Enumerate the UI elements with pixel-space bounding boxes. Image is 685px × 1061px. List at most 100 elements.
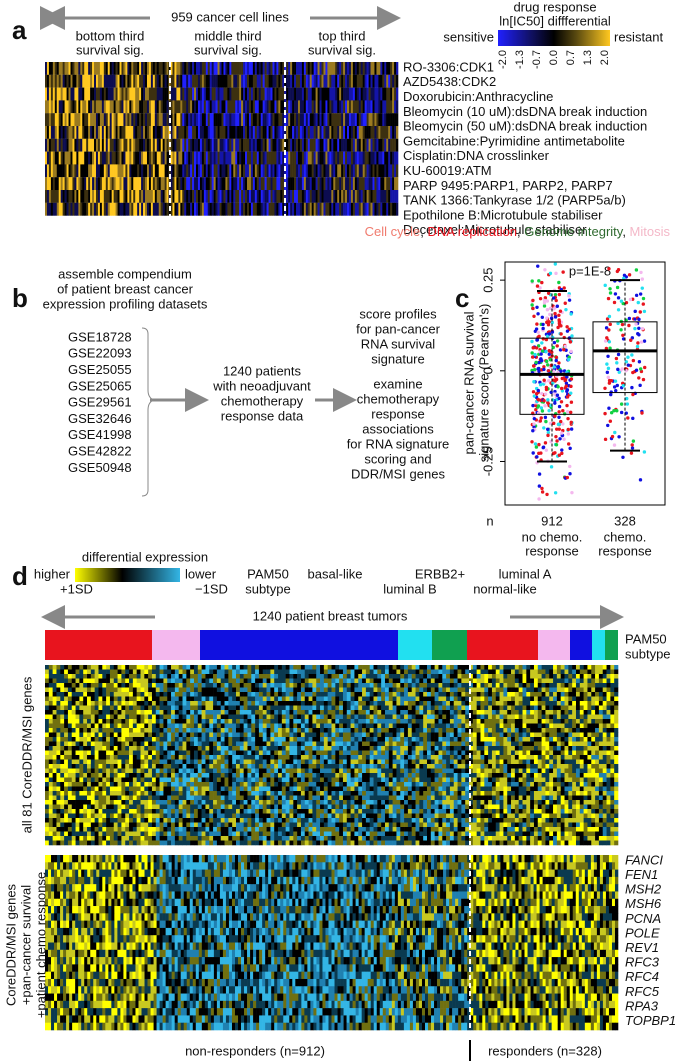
heatmap-cell xyxy=(345,190,348,203)
heatmap-cell xyxy=(70,74,73,88)
heatmap-cell xyxy=(66,126,69,139)
heatmap-cell xyxy=(209,719,214,724)
heatmap-cell xyxy=(150,190,154,203)
heatmap-cell xyxy=(101,164,105,178)
heatmap-cell xyxy=(518,665,523,670)
heatmap-cell xyxy=(148,683,153,688)
heatmap-cell xyxy=(48,113,52,127)
heatmap-cell xyxy=(491,723,497,729)
heatmap-cell xyxy=(182,113,185,127)
heatmap-cell xyxy=(248,164,252,178)
heatmap-cell xyxy=(178,683,183,688)
heatmap-cell xyxy=(225,177,228,191)
heatmap-cell xyxy=(117,62,120,75)
heatmap-cell xyxy=(119,100,122,114)
heatmap-cell xyxy=(215,164,218,178)
heatmap-cell xyxy=(457,696,462,702)
heatmap-cell xyxy=(125,692,130,697)
heatmap-cell xyxy=(575,732,581,738)
heatmap-cell xyxy=(250,113,254,127)
heatmap-cell xyxy=(469,683,474,688)
heatmap-cell xyxy=(323,732,328,738)
heatmap-cell xyxy=(159,732,164,738)
heatmap-cell xyxy=(321,202,324,216)
heatmap-cell xyxy=(518,687,523,693)
heatmap-cell xyxy=(518,746,523,751)
heatmap-cell xyxy=(171,687,176,693)
heatmap-cell xyxy=(62,151,65,165)
heatmap-cell xyxy=(278,674,283,679)
heatmap-cell xyxy=(360,113,363,127)
heatmap-cell xyxy=(346,701,351,706)
heatmap-cell xyxy=(144,705,149,711)
heatmap-cell xyxy=(274,701,279,706)
heatmap-cell xyxy=(358,113,362,127)
heatmap-cell xyxy=(545,696,550,702)
heatmap-cell xyxy=(58,202,61,216)
heatmap-cell xyxy=(86,151,89,165)
heatmap-cell xyxy=(514,678,519,684)
heatmap-cell xyxy=(236,696,241,702)
heatmap-cell xyxy=(151,714,157,720)
heatmap-cell xyxy=(219,164,222,178)
heatmap-cell xyxy=(507,674,512,679)
heatmap-cell xyxy=(343,151,346,165)
heatmap-cell xyxy=(241,74,244,88)
heatmap-cell xyxy=(247,732,252,738)
heatmap-cell xyxy=(606,692,611,697)
heatmap-cell xyxy=(87,669,92,675)
heatmap-cell xyxy=(178,732,183,738)
heatmap-cell xyxy=(201,719,206,724)
heatmap-cell xyxy=(488,723,493,729)
heatmap-cell xyxy=(499,669,504,675)
heatmap-cell xyxy=(64,683,69,688)
heatmap-cell xyxy=(80,177,83,191)
heatmap-cell xyxy=(83,683,88,688)
heatmap-cell xyxy=(258,741,264,747)
heatmap-cell xyxy=(266,126,269,139)
heatmap-cell xyxy=(293,723,298,729)
heatmap-cell xyxy=(553,714,558,720)
heatmap-cell xyxy=(380,151,383,165)
heatmap-cell xyxy=(346,741,351,747)
heatmap-cell xyxy=(503,701,508,706)
heatmap-cell xyxy=(315,164,318,178)
heatmap-cell xyxy=(386,138,389,152)
heatmap-cell xyxy=(297,719,302,724)
heatmap-cell xyxy=(392,674,397,679)
heatmap-cell xyxy=(68,87,71,101)
heatmap-cell xyxy=(365,692,370,697)
heatmap-cell xyxy=(166,177,169,191)
heatmap-cell xyxy=(201,113,205,127)
heatmap-cell xyxy=(216,674,222,679)
heatmap-cell xyxy=(131,113,134,127)
heatmap-cell xyxy=(308,723,313,729)
heatmap-cell xyxy=(272,100,275,114)
heatmap-cell xyxy=(300,728,306,733)
heatmap-cell xyxy=(216,732,222,738)
heatmap-cell xyxy=(331,669,336,675)
heatmap-cell xyxy=(86,113,89,127)
heatmap-cell xyxy=(384,164,387,178)
heatmap-cell xyxy=(172,164,175,178)
heatmap-cell xyxy=(442,683,447,688)
heatmap-cell xyxy=(170,151,173,165)
heatmap-cell xyxy=(553,746,558,751)
heatmap-cell xyxy=(560,692,565,697)
heatmap-cell xyxy=(109,746,115,751)
heatmap-cell xyxy=(67,714,73,720)
heatmap-cell xyxy=(60,669,65,675)
heatmap-cell xyxy=(358,665,363,670)
heatmap-cell xyxy=(327,741,332,747)
heatmap-cell xyxy=(374,190,377,203)
heatmap-cell xyxy=(392,696,397,702)
heatmap-cell xyxy=(231,177,234,191)
heatmap-cell xyxy=(575,687,581,693)
heatmap-cell xyxy=(94,87,97,101)
heatmap-cell xyxy=(312,710,317,715)
heatmap-cell xyxy=(537,696,542,702)
heatmap-cell xyxy=(610,687,615,693)
heatmap-cell xyxy=(556,696,561,702)
heatmap-cell xyxy=(70,113,73,127)
heatmap-cell xyxy=(572,696,577,702)
